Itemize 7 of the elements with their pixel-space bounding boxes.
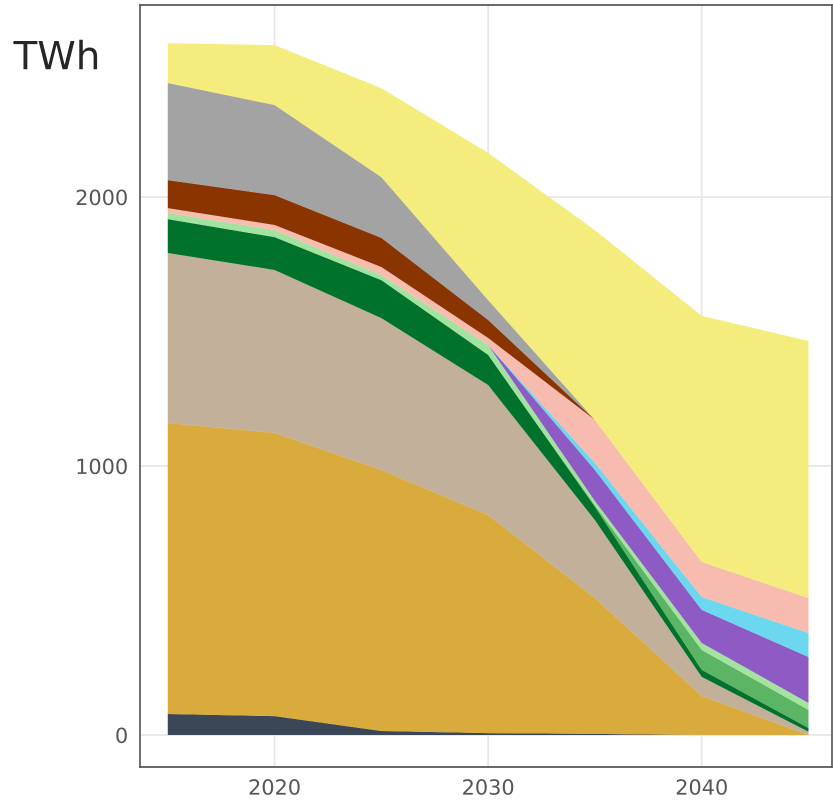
y-tick-label: 2000	[76, 190, 127, 206]
x-tick-label: 2020	[250, 779, 300, 795]
y-tick-label: 0	[116, 727, 127, 744]
x-tick-label: 2030	[463, 779, 514, 795]
y-axis-title: TWh	[13, 40, 98, 70]
x-tick-label: 2040	[676, 779, 727, 795]
y-tick-label: 1000	[77, 458, 127, 474]
